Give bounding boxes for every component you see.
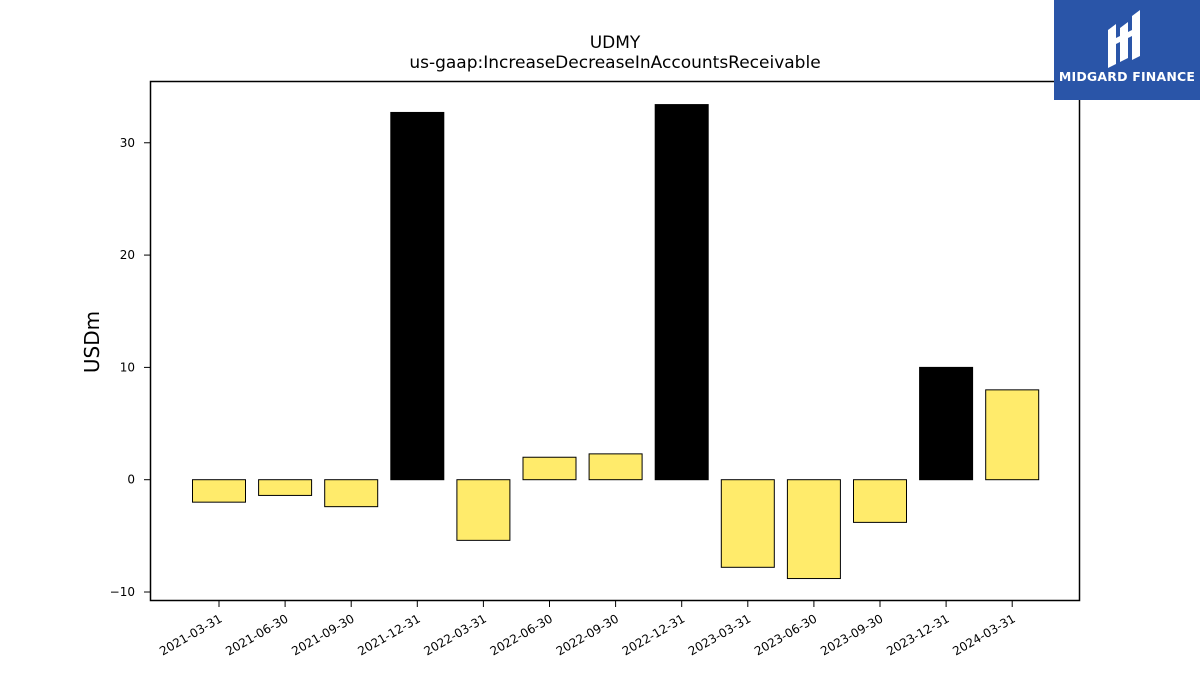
bar-2022-09-30 (588, 453, 643, 481)
x-tick-label: 2022-03-31 (421, 611, 488, 658)
x-tick-label: 2024-03-31 (950, 611, 1017, 658)
chart-subtitle: us-gaap:IncreaseDecreaseInAccountsReceiv… (409, 53, 820, 73)
midgard-logo-icon (1108, 10, 1140, 68)
bar-2021-09-30 (324, 479, 379, 508)
x-tick-label: 2022-09-30 (554, 611, 621, 658)
bar-2023-03-31 (720, 479, 775, 568)
bar-2023-12-31 (919, 366, 974, 481)
plot-frame (149, 80, 1081, 602)
bar-2024-03-31 (985, 389, 1040, 481)
x-tick-label: 2022-06-30 (488, 611, 555, 658)
y-tick-label: 0 (127, 473, 135, 487)
bar-2022-03-31 (456, 479, 511, 541)
x-tick-label: 2023-06-30 (752, 611, 819, 658)
bars-group (192, 104, 1040, 580)
y-tick-label: 10 (120, 360, 135, 374)
bar-2022-12-31 (654, 104, 709, 481)
bar-2023-06-30 (786, 479, 841, 580)
y-tick-label: −10 (110, 585, 135, 599)
bar-2021-12-31 (390, 111, 445, 481)
x-tick-label: 2021-12-31 (355, 611, 422, 658)
x-tick-label: 2022-12-31 (620, 611, 687, 658)
x-tick-label: 2023-09-30 (818, 611, 885, 658)
x-tick-label: 2023-03-31 (686, 611, 753, 658)
chart-title: UDMY (590, 33, 641, 53)
bar-2021-03-31 (192, 479, 246, 503)
y-tick-label: 30 (120, 136, 135, 150)
x-ticks-group: 2021-03-312021-06-302021-09-302021-12-31… (157, 601, 1018, 658)
brand-logo: MIDGARD FINANCE (1054, 0, 1200, 100)
y-axis-label: USDm (80, 311, 104, 373)
x-tick-label: 2021-06-30 (223, 611, 290, 658)
x-tick-label: 2021-03-31 (157, 611, 224, 658)
x-tick-label: 2023-12-31 (884, 611, 951, 658)
y-ticks-group: −10 0 10 20 30 (110, 136, 150, 599)
x-tick-label: 2021-09-30 (289, 611, 356, 658)
bar-2022-06-30 (522, 456, 577, 481)
brand-name: MIDGARD FINANCE (1058, 69, 1196, 84)
bar-2023-09-30 (853, 479, 907, 523)
y-tick-label: 20 (120, 248, 135, 262)
bar-2021-06-30 (258, 479, 313, 496)
